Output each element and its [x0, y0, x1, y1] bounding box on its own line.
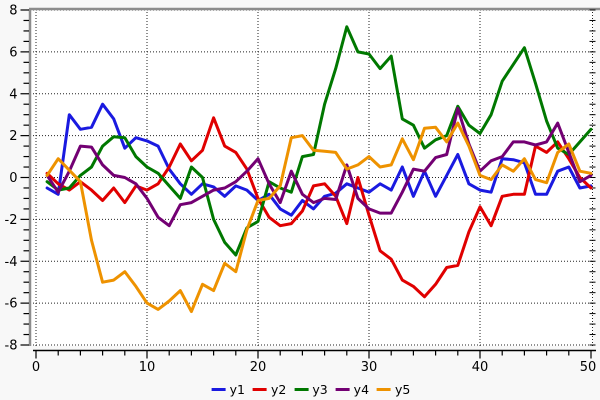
- legend-swatch-y2: [252, 388, 267, 391]
- x-tick-label-10: 10: [139, 360, 156, 375]
- legend-item-y4: y4: [335, 382, 370, 397]
- legend-label-y4: y4: [353, 382, 370, 397]
- legend-item-y2: y2: [252, 382, 287, 397]
- x-tick-label-0: 0: [32, 360, 40, 375]
- legend-label-y1: y1: [229, 382, 245, 397]
- right-axis-ticks: [589, 9, 596, 346]
- legend-item-y3: y3: [294, 382, 328, 397]
- legend-swatch-y4: [335, 388, 350, 391]
- legend-swatch-y5: [377, 388, 392, 391]
- x-tick-label-50: 50: [580, 360, 597, 375]
- y-axis: -8 -6 -4 -2 0 2 4 6 8: [5, 4, 29, 354]
- x-axis: 0 10 20 30 40 50: [32, 349, 597, 375]
- legend-item-y1: y1: [211, 382, 245, 397]
- legend-label-y3: y3: [312, 382, 328, 397]
- plot-frame: [28, 7, 600, 346]
- series-line-y4: [45, 106, 593, 228]
- legend-swatch-y3: [294, 388, 309, 391]
- y-tick-label--8: -8: [5, 339, 18, 354]
- y-tick-label--4: -4: [5, 255, 18, 270]
- legend-swatch-y1: [211, 388, 226, 391]
- series-line-y3: [45, 25, 593, 257]
- y-tick-label-2: 2: [9, 129, 17, 144]
- legend: y1 y2 y3 y4 y5: [211, 382, 410, 397]
- series-line-y1: [45, 102, 593, 217]
- y-tick-label-0: 0: [9, 171, 17, 186]
- y-tick-label-8: 8: [9, 4, 17, 19]
- y-tick-label--2: -2: [5, 213, 18, 228]
- legend-label-y5: y5: [395, 382, 411, 397]
- y-tick-label--6: -6: [5, 297, 18, 312]
- legend-item-y5: y5: [377, 382, 410, 397]
- y-tick-label-4: 4: [9, 87, 17, 102]
- x-tick-label-20: 20: [250, 360, 267, 375]
- series-lines: [45, 25, 593, 313]
- x-tick-label-30: 30: [361, 360, 378, 375]
- y-tick-label-6: 6: [9, 45, 17, 60]
- legend-label-y2: y2: [270, 382, 287, 397]
- x-tick-label-40: 40: [472, 360, 489, 375]
- series-line-y5: [45, 121, 593, 313]
